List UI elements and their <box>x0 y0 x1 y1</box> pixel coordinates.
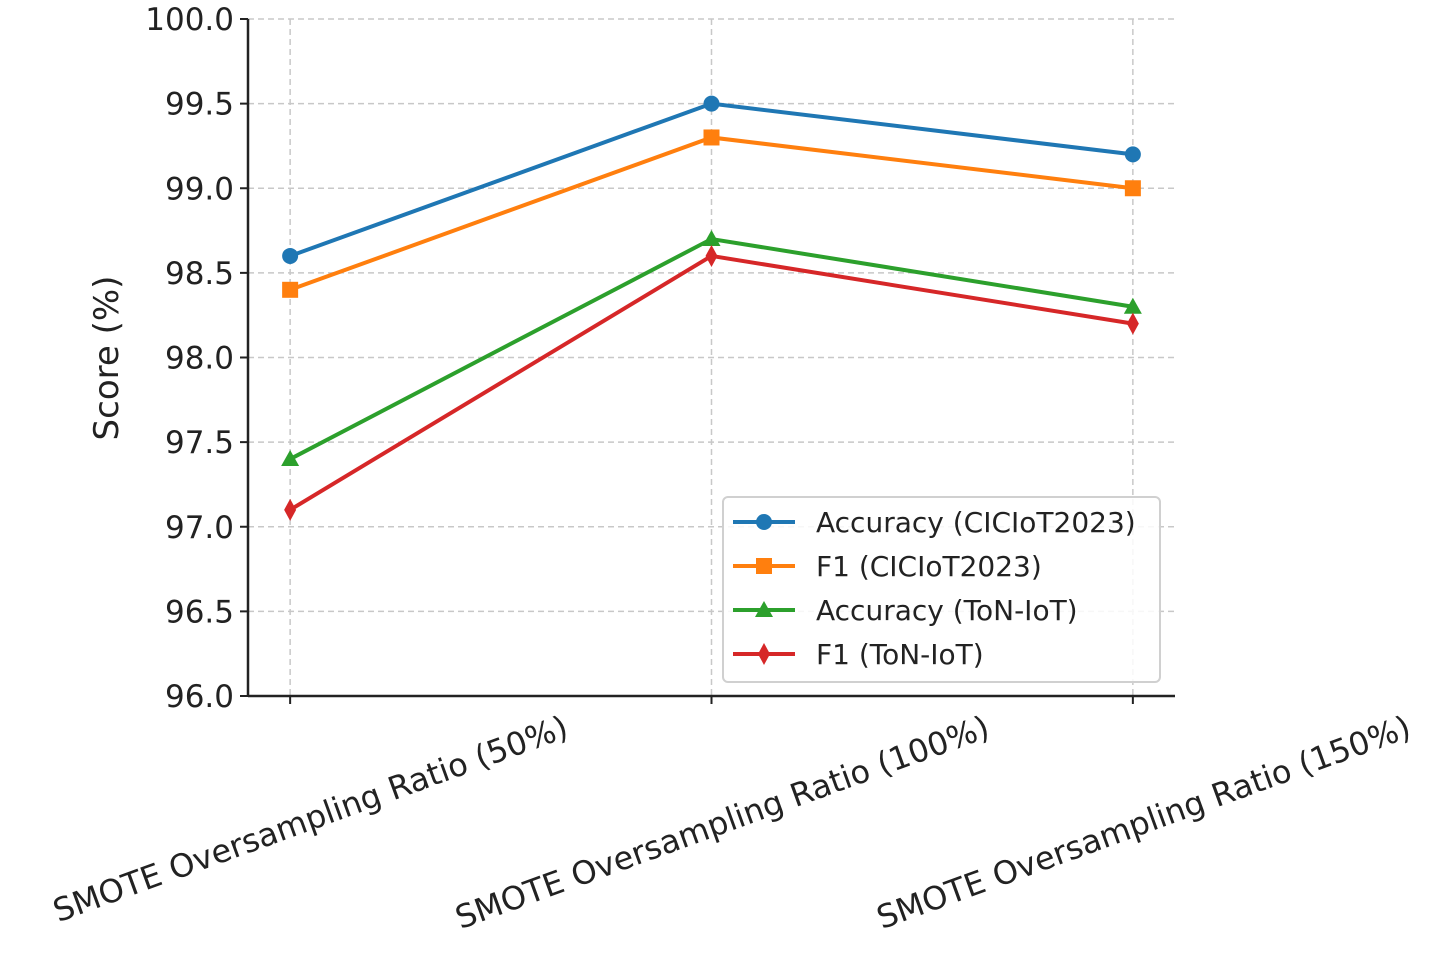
data-point-circle <box>756 514 772 530</box>
y-tick-label: 97.5 <box>165 425 234 461</box>
y-tick-label: 98.5 <box>165 256 234 292</box>
y-tick-label: 96.5 <box>165 594 234 630</box>
data-point-triangle <box>755 601 773 617</box>
legend: Accuracy (CICIoT2023) F1 (CICIoT2023) Accu… <box>722 496 1161 683</box>
data-point-diamond <box>1126 312 1139 335</box>
y-tick-label: 98.0 <box>165 341 234 377</box>
data-point-diamond <box>705 244 718 267</box>
y-tick-label: 99.0 <box>165 171 234 207</box>
data-point-diamond <box>758 643 770 665</box>
data-point-triangle <box>1123 297 1142 314</box>
legend-label: F1 (CICIoT2023) <box>816 550 1042 583</box>
data-point-square <box>756 558 772 574</box>
y-tick-label: 99.5 <box>165 87 234 123</box>
data-point-square <box>1124 180 1141 197</box>
legend-box <box>722 496 1161 683</box>
legend-label: Accuracy (CICIoT2023) <box>816 506 1136 539</box>
y-tick-label: 97.0 <box>165 510 234 546</box>
data-point-triangle <box>281 450 300 467</box>
y-axis-label: Score (%) <box>87 276 127 441</box>
data-point-square <box>703 129 720 146</box>
legend-label: F1 (ToN-IoT) <box>816 638 984 671</box>
axes: 96.096.597.097.598.098.599.099.5100.0SMO… <box>48 2 1416 937</box>
data-point-circle <box>282 247 299 264</box>
data-point-circle <box>703 95 720 112</box>
legend-label: Accuracy (ToN-IoT) <box>816 594 1078 627</box>
y-tick-label: 100.0 <box>145 2 234 38</box>
data-point-diamond <box>284 498 297 521</box>
data-point-circle <box>1124 146 1141 163</box>
data-point-square <box>282 281 299 298</box>
y-tick-label: 96.0 <box>165 679 234 715</box>
series-group <box>281 95 1142 521</box>
data-point-triangle <box>702 230 721 247</box>
